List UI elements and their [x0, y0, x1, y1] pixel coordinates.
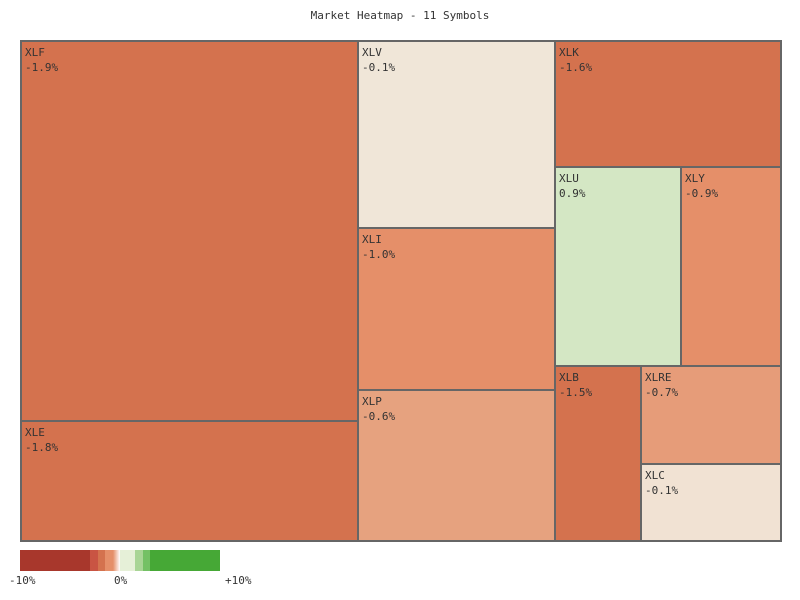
- tile-change: 0.9%: [559, 187, 586, 200]
- tile-symbol: XLK: [559, 46, 579, 59]
- tile-symbol: XLC: [645, 469, 665, 482]
- tile-xly[interactable]: XLY -0.9%: [680, 166, 782, 367]
- legend-max-label: +10%: [225, 574, 252, 587]
- tile-change: -0.9%: [685, 187, 719, 200]
- legend-segment: [150, 550, 220, 571]
- tile-xlu[interactable]: XLU 0.9%: [554, 166, 682, 367]
- tile-xlre[interactable]: XLRE -0.7%: [640, 365, 782, 465]
- tile-xlb[interactable]: XLB -1.5%: [554, 365, 642, 542]
- legend-segment: [113, 550, 120, 571]
- legend-segment: [105, 550, 113, 571]
- color-legend: [20, 550, 220, 571]
- legend-segment: [143, 550, 150, 571]
- tile-change: -1.8%: [25, 441, 59, 454]
- legend-segment: [20, 550, 90, 571]
- legend-mid-label: 0%: [114, 574, 128, 587]
- tile-symbol: XLB: [559, 371, 579, 384]
- tile-change: -1.9%: [25, 61, 59, 74]
- tile-xli[interactable]: XLI -1.0%: [357, 227, 556, 391]
- tile-change: -0.7%: [645, 386, 679, 399]
- tile-symbol: XLE: [25, 426, 45, 439]
- legend-segment: [90, 550, 98, 571]
- tile-symbol: XLI: [362, 233, 382, 246]
- tile-symbol: XLRE: [645, 371, 672, 384]
- tile-symbol: XLF: [25, 46, 45, 59]
- tile-xlc[interactable]: XLC -0.1%: [640, 463, 782, 542]
- tile-xlp[interactable]: XLP -0.6%: [357, 389, 556, 542]
- tile-symbol: XLU: [559, 172, 579, 185]
- tile-xlv[interactable]: XLV -0.1%: [357, 40, 556, 229]
- tile-change: -0.1%: [645, 484, 679, 497]
- tile-xlf[interactable]: XLF -1.9%: [20, 40, 359, 422]
- tile-symbol: XLY: [685, 172, 705, 185]
- tile-xlk[interactable]: XLK -1.6%: [554, 40, 782, 168]
- tile-xle[interactable]: XLE -1.8%: [20, 420, 359, 542]
- legend-segment: [98, 550, 105, 571]
- legend-min-label: -10%: [9, 574, 36, 587]
- tile-change: -1.6%: [559, 61, 593, 74]
- tile-change: -1.0%: [362, 248, 396, 261]
- legend-segment: [135, 550, 143, 571]
- tile-change: -0.1%: [362, 61, 396, 74]
- chart-title: Market Heatmap - 11 Symbols: [310, 9, 490, 22]
- tile-change: -1.5%: [559, 386, 593, 399]
- legend-segment: [120, 550, 135, 571]
- tile-change: -0.6%: [362, 410, 396, 423]
- tile-symbol: XLP: [362, 395, 382, 408]
- tile-symbol: XLV: [362, 46, 382, 59]
